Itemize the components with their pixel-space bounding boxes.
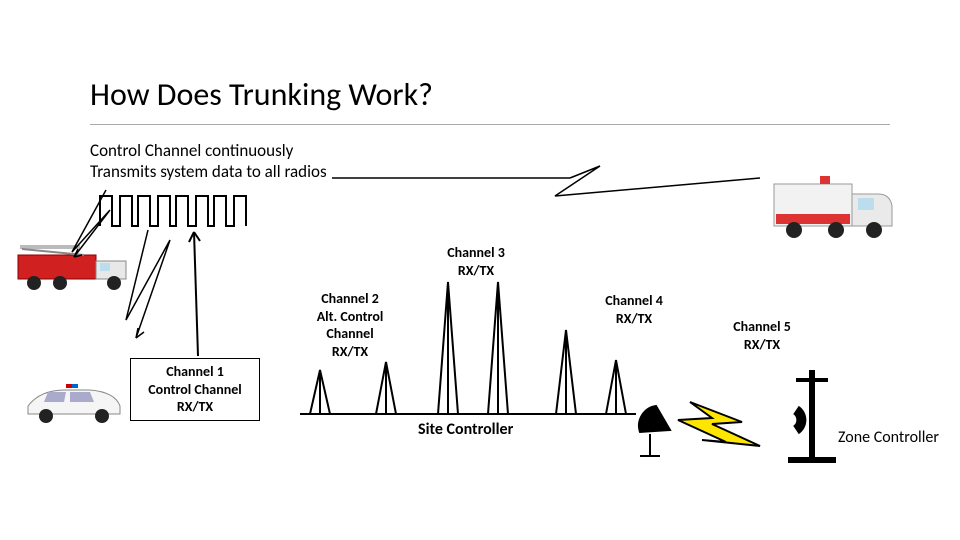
zone-tower-icon [788,370,836,460]
zone-controller-label: Zone Controller [838,428,939,447]
desc-line-1: Control Channel continuously [90,140,293,161]
channel-3-label: Channel 3 RX/TX [426,244,526,279]
waveform-icon [100,196,246,226]
desc-line-2: Transmits system data to all radios [90,161,327,182]
title-underline [90,124,890,125]
channel-5-name: Channel 5 [712,318,812,336]
channel-1-role: Control Channel [139,381,251,399]
slide-title: How Does Trunking Work? [90,75,433,114]
channel-4-rxtx: RX/TX [584,310,684,328]
site-controller-label: Site Controller [418,420,513,439]
channel-4-name: Channel 4 [584,292,684,310]
channel-1-label: Channel 1 Control Channel RX/TX [130,358,260,421]
channel-5-rxtx: RX/TX [712,336,812,354]
slide: { "title": "How Does Trunking Work?", "d… [0,0,960,540]
microwave-dish-icon [639,406,670,456]
channel-2-rxtx: RX/TX [295,343,405,361]
channel-2-role1: Alt. Control [295,308,405,326]
police-car-icon [20,380,130,430]
broadcast-line [332,166,760,196]
channel-1-name: Channel 1 [139,363,251,381]
description: Control Channel continuously Transmits s… [90,140,327,183]
channel-2-label: Channel 2 Alt. Control Channel RX/TX [295,290,405,360]
channel-3-rxtx: RX/TX [426,262,526,280]
channel-4-label: Channel 4 RX/TX [584,292,684,327]
channel-2-name: Channel 2 [295,290,405,308]
firetruck-icon [16,243,136,298]
channel-2-role2: Channel [295,325,405,343]
lightning-bolt-icon [678,402,760,446]
ambulance-icon [770,170,900,245]
channel-1-rxtx: RX/TX [139,398,251,416]
channel-3-name: Channel 3 [426,244,526,262]
arrow-ch1-to-wave [189,232,200,356]
channel-5-label: Channel 5 RX/TX [712,318,812,353]
